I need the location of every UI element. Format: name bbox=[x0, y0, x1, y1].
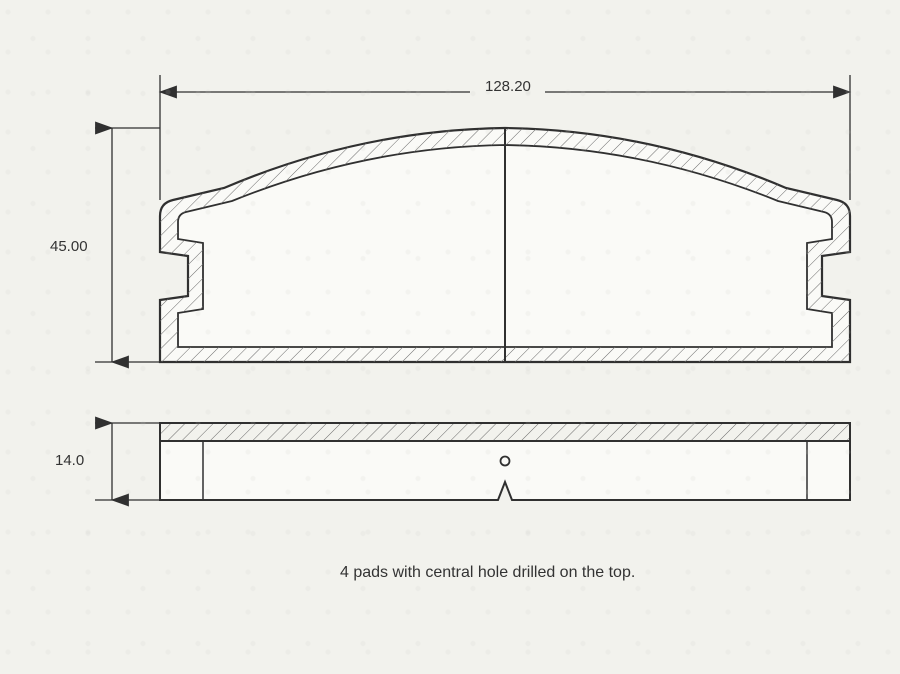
dim-thickness-label: 14.0 bbox=[55, 452, 84, 469]
dim-height-label: 45.00 bbox=[50, 238, 88, 255]
dim-height bbox=[95, 128, 160, 362]
side-friction bbox=[160, 441, 850, 500]
drawing-note: 4 pads with central hole drilled on the … bbox=[340, 564, 635, 582]
front-view bbox=[160, 128, 850, 362]
side-view bbox=[160, 423, 850, 500]
dim-width-label: 128.20 bbox=[485, 78, 531, 95]
side-backplate bbox=[160, 423, 850, 441]
dim-thickness bbox=[95, 423, 160, 500]
